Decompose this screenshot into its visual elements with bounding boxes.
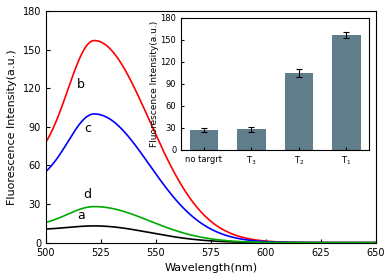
Text: c: c: [84, 122, 91, 134]
Text: a: a: [77, 209, 85, 222]
Y-axis label: Fluorescence Intensity(a.u.): Fluorescence Intensity(a.u.): [7, 49, 17, 205]
Text: d: d: [83, 188, 92, 201]
X-axis label: Wavelength(nm): Wavelength(nm): [164, 263, 258, 273]
Text: b: b: [77, 78, 85, 91]
